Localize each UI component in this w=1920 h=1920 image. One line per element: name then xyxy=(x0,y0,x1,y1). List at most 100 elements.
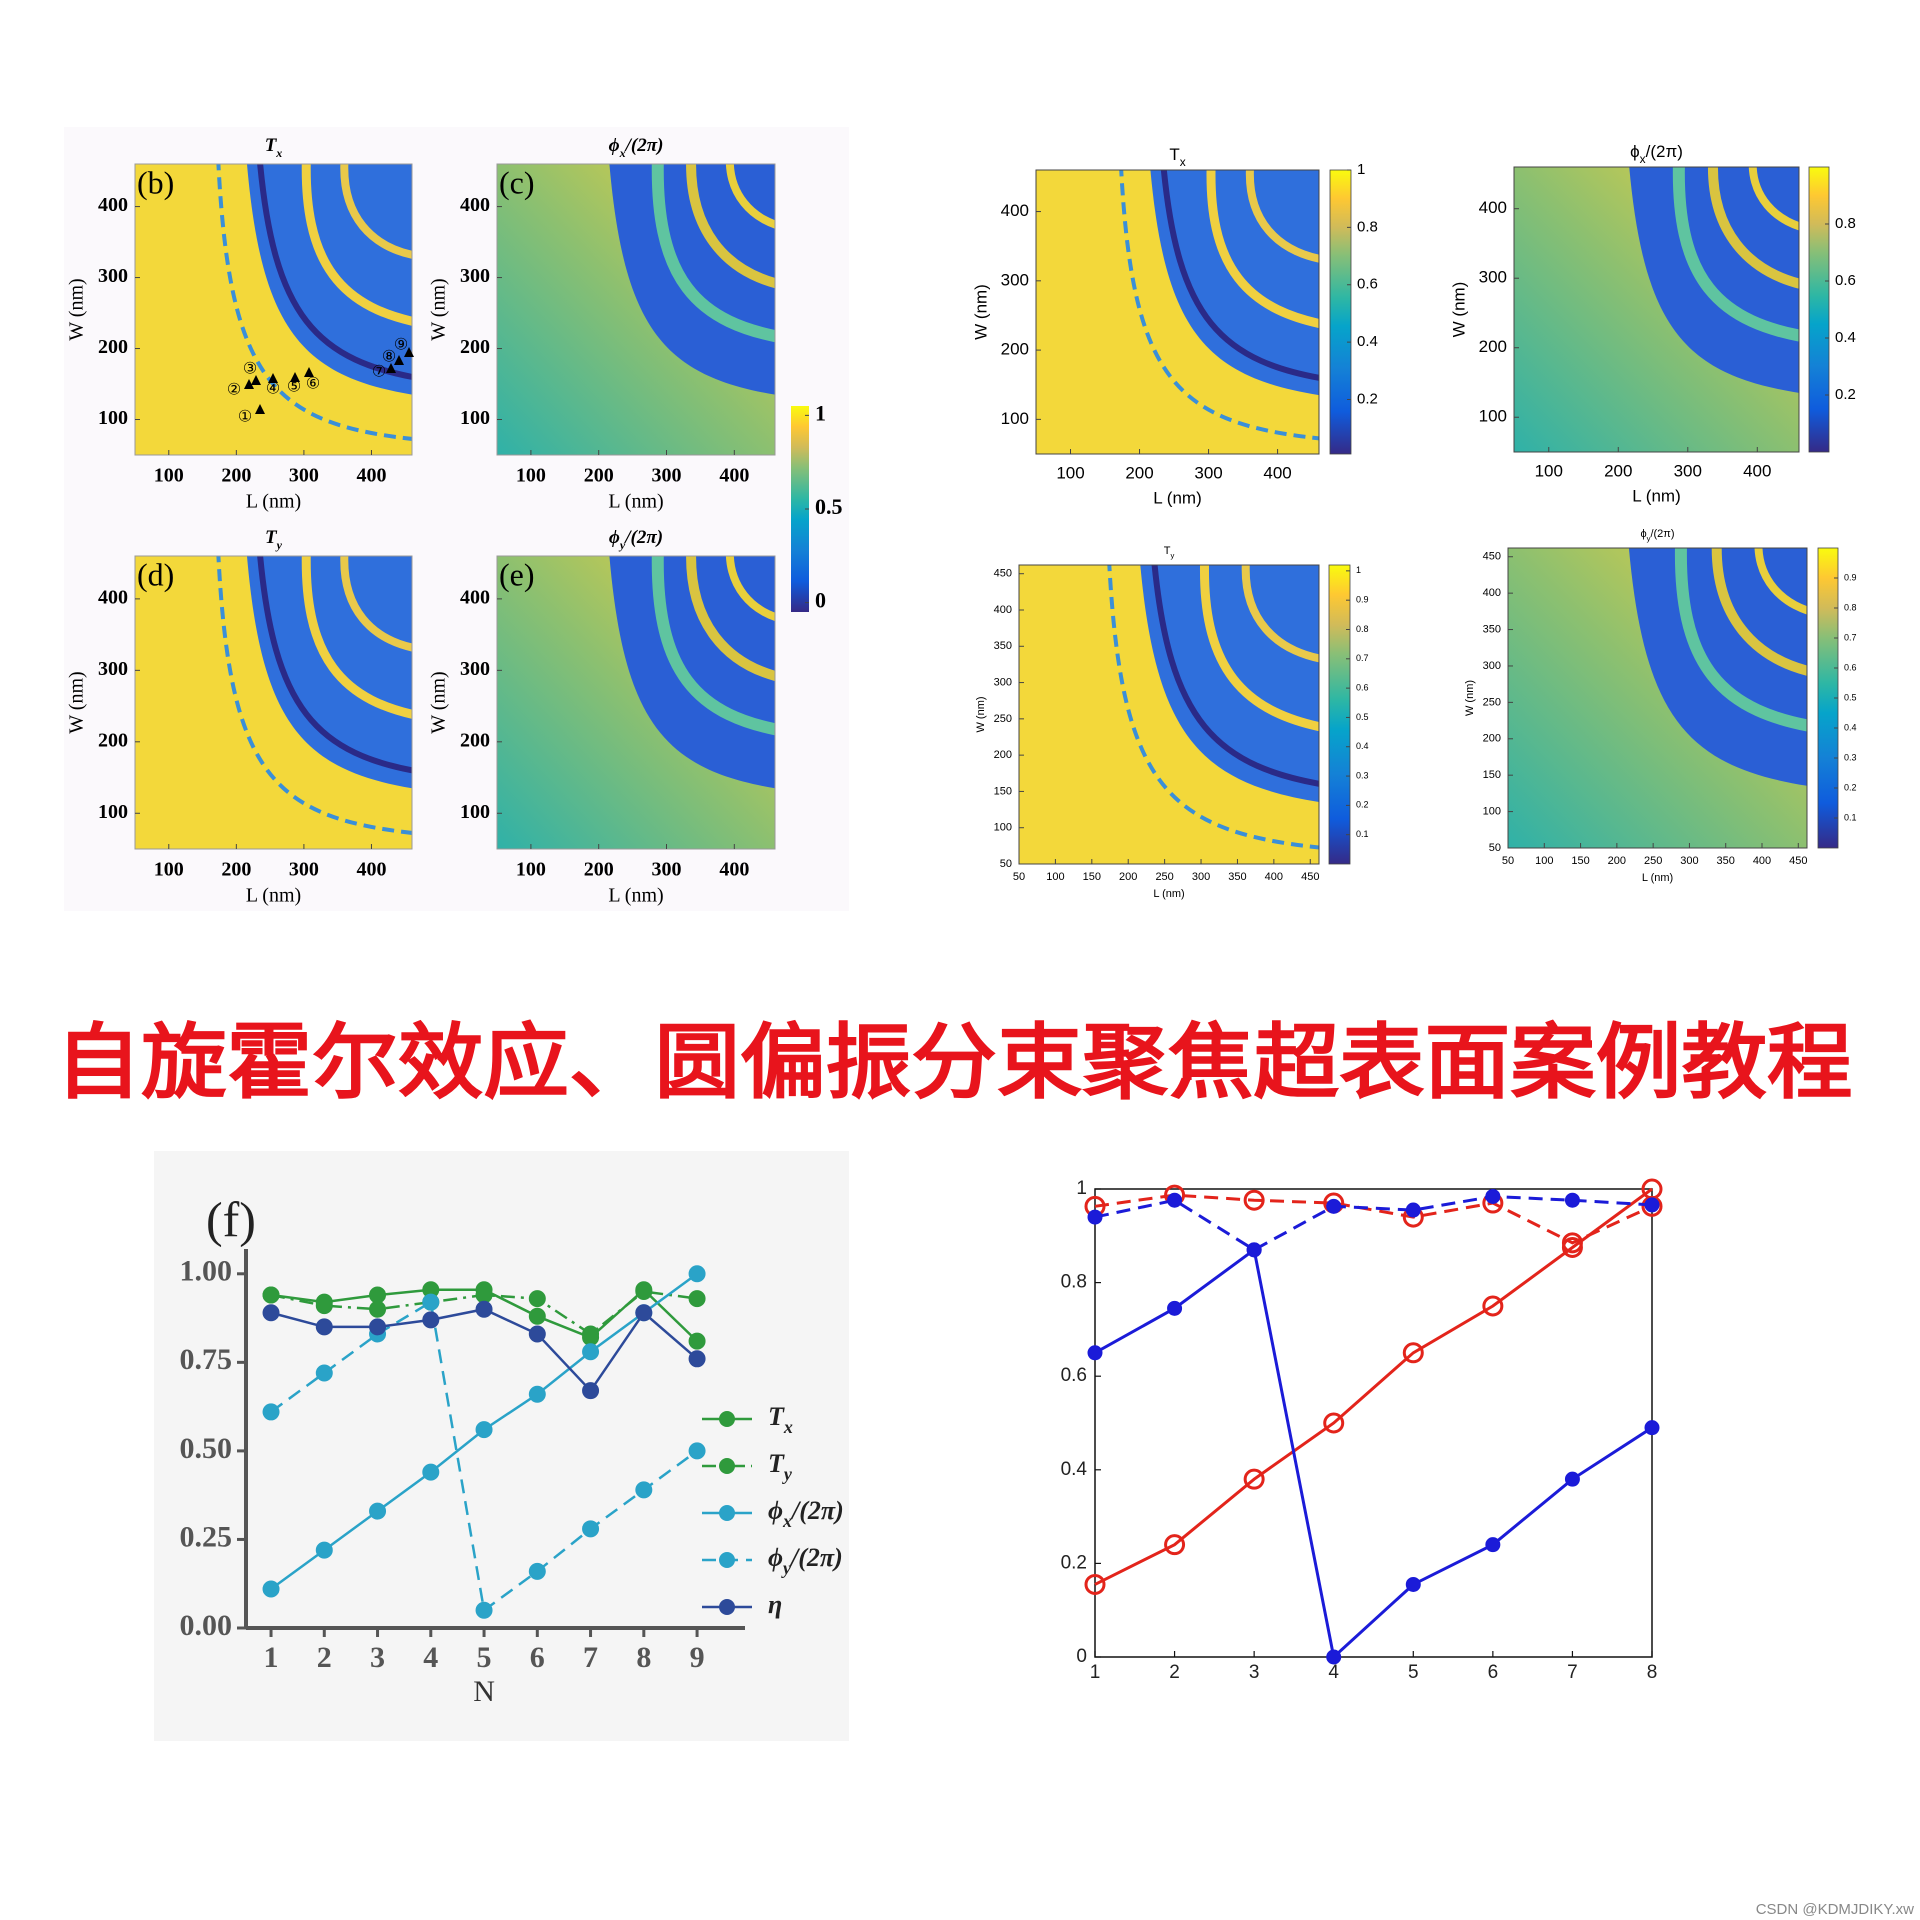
legend-label-part: T xyxy=(768,1449,785,1478)
heatmap-streak xyxy=(686,164,775,289)
heatmap-image xyxy=(135,556,412,849)
annotation: ⑤ xyxy=(287,379,301,396)
annotation: ② xyxy=(227,382,241,399)
y-tick-label: 250 xyxy=(994,713,1012,725)
chart-title-subscript: y xyxy=(618,538,626,552)
data-point xyxy=(315,1318,333,1336)
data-point xyxy=(315,1297,333,1315)
colorbar-tick-label: 0.7 xyxy=(1356,653,1369,663)
data-point xyxy=(1644,1197,1660,1213)
y-axis-label: W (nm) xyxy=(66,278,88,340)
x-tick-label: 50 xyxy=(1013,871,1025,883)
chart-title-part: /(2π) xyxy=(1646,142,1683,161)
x-tick-label: 6 xyxy=(530,1641,545,1674)
data-point xyxy=(688,1265,706,1283)
y-tick-label: 100 xyxy=(98,801,128,823)
y-tick-label: 200 xyxy=(1479,337,1507,356)
x-tick-label: 150 xyxy=(1571,855,1589,867)
data-point xyxy=(1246,1242,1262,1258)
data-point xyxy=(1243,1189,1265,1211)
annotation: ④ xyxy=(266,381,280,398)
y-axis-label: W (nm) xyxy=(428,278,450,340)
y-tick-label: 100 xyxy=(994,822,1012,834)
data-point xyxy=(582,1343,600,1361)
data-point xyxy=(262,1286,280,1304)
y-tick-label: 400 xyxy=(460,586,490,608)
annotation-marker xyxy=(255,404,265,414)
data-point xyxy=(688,1442,706,1460)
chart-title-subscript: y xyxy=(1647,534,1651,543)
y-tick-label: 0 xyxy=(1076,1646,1087,1667)
panel-background xyxy=(154,1151,849,1741)
data-point xyxy=(635,1283,653,1301)
data-point xyxy=(1644,1420,1660,1436)
plot-frame xyxy=(1513,166,1800,453)
colorbar-tick-label: 0 xyxy=(815,588,826,613)
heatmap-streak xyxy=(216,556,412,835)
heatmap-region xyxy=(247,164,412,395)
data-point xyxy=(1561,1232,1583,1254)
legend-label: ϕy/(2π) xyxy=(768,1543,843,1578)
y-tick-label: 0.4 xyxy=(1061,1459,1088,1480)
y-tick-label: 1.00 xyxy=(180,1255,233,1288)
x-tick-label: 1 xyxy=(264,1641,279,1674)
x-tick-label: 200 xyxy=(584,859,614,881)
y-tick-label: 0.75 xyxy=(180,1343,233,1376)
heatmap-streak xyxy=(1245,170,1319,263)
data-point xyxy=(635,1481,653,1499)
data-point xyxy=(1167,1192,1183,1208)
series-line xyxy=(1094,1193,1653,1245)
plot-frame xyxy=(1035,169,1320,455)
y-tick-label: 200 xyxy=(460,336,490,358)
x-tick-label: 2 xyxy=(1169,1662,1180,1683)
colorbar-tick-label: 0.2 xyxy=(1357,390,1378,407)
x-tick-label: 1 xyxy=(1090,1662,1101,1683)
x-tick-label: 400 xyxy=(356,465,386,487)
annotation-marker xyxy=(268,373,278,383)
colorbar-tick-label: 0.4 xyxy=(1357,333,1378,350)
x-tick-label: 400 xyxy=(1753,855,1771,867)
colorbar-tick-label: 0.8 xyxy=(1844,602,1857,612)
y-tick-label: 400 xyxy=(98,586,128,608)
data-point xyxy=(315,1364,333,1382)
x-tick-label: 400 xyxy=(1265,871,1283,883)
heatmap-streak xyxy=(257,164,412,380)
x-tick-label: 400 xyxy=(1743,461,1771,480)
heatmap-streak xyxy=(216,164,412,441)
y-tick-label: 400 xyxy=(98,194,128,216)
annotation: ⑧ xyxy=(382,349,396,366)
heatmap-streak xyxy=(1711,548,1807,676)
y-tick-label: 250 xyxy=(1483,696,1501,708)
colorbar-tick-label: 0.8 xyxy=(1356,624,1369,634)
y-tick-label: 300 xyxy=(1483,660,1501,672)
legend-label-part: ϕ xyxy=(768,1496,783,1525)
data-point xyxy=(688,1332,706,1350)
data-point xyxy=(688,1350,706,1368)
data-point xyxy=(1087,1209,1103,1225)
y-tick-label: 0.6 xyxy=(1061,1365,1087,1386)
x-tick-label: 400 xyxy=(719,859,749,881)
x-tick-label: 200 xyxy=(1608,855,1626,867)
x-tick-label: 5 xyxy=(477,1641,492,1674)
data-point xyxy=(1564,1192,1580,1208)
legend-label: Tx xyxy=(768,1402,793,1437)
x-tick-label: 100 xyxy=(1046,871,1064,883)
panel-label: (f) xyxy=(206,1191,256,1247)
y-tick-label: 100 xyxy=(1483,805,1501,817)
x-axis-label: L (nm) xyxy=(246,491,301,513)
heatmap-streak xyxy=(1151,565,1319,787)
heatmap-streak xyxy=(1754,548,1807,615)
colorbar-tick-label: 0.6 xyxy=(1357,276,1378,293)
y-tick-label: 100 xyxy=(460,407,490,429)
colorbar-tick-label: 0.2 xyxy=(1835,386,1856,403)
y-tick-label: 400 xyxy=(994,604,1012,616)
chart-title-subscript: x xyxy=(1640,152,1646,166)
heatmap-region xyxy=(609,556,775,789)
chart-title-part: T xyxy=(1164,545,1171,557)
x-tick-label: 100 xyxy=(154,465,184,487)
x-tick-label: 150 xyxy=(1083,871,1101,883)
plot-frame xyxy=(1018,564,1320,865)
y-axis-label: W (nm) xyxy=(975,696,987,732)
data-point xyxy=(422,1293,440,1311)
